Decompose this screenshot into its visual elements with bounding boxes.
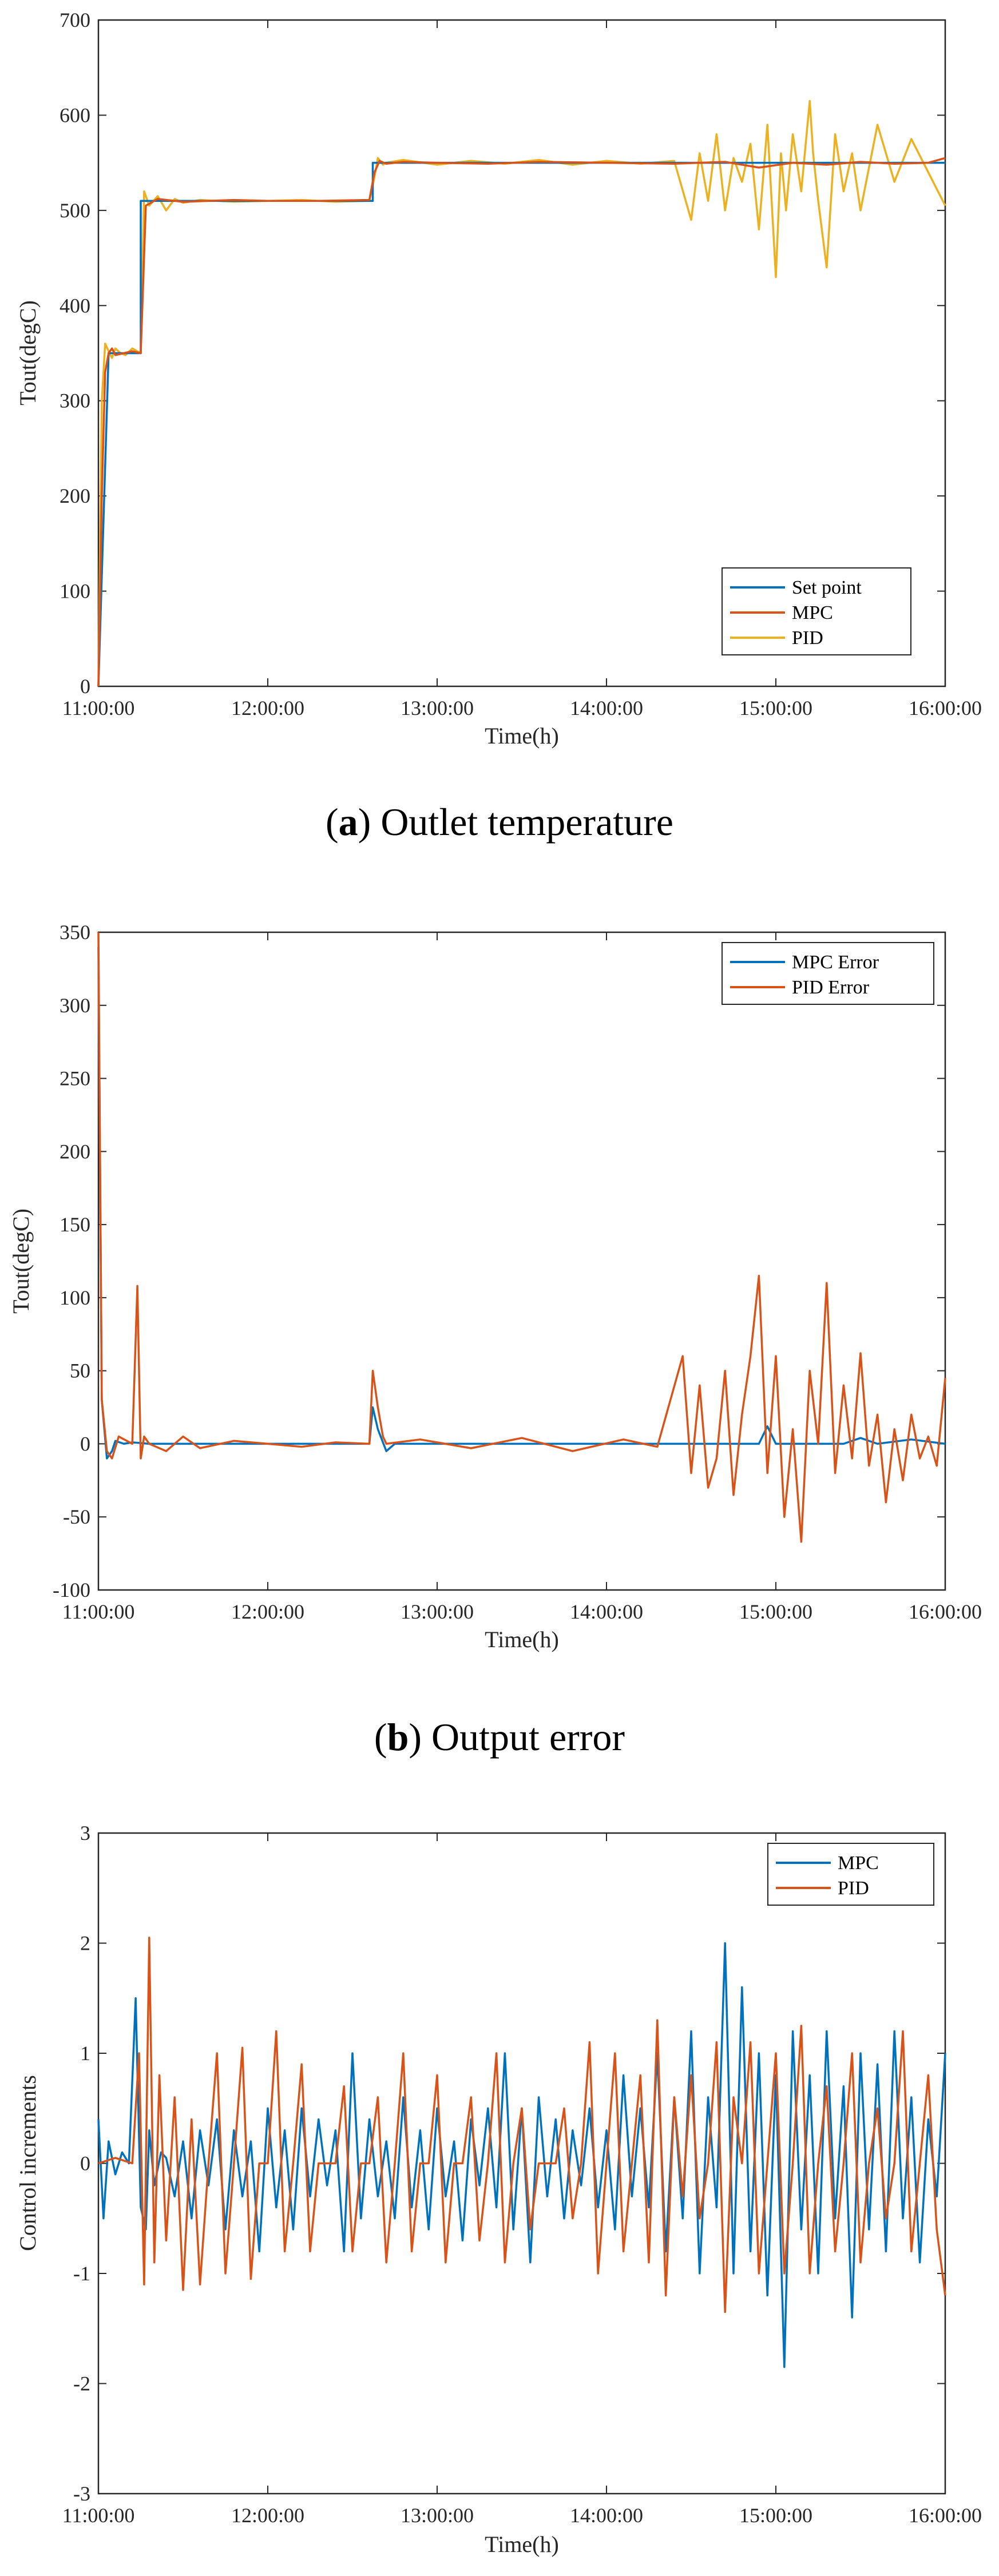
series-line-pid-error: [97, 932, 946, 1543]
x-tick-label: 12:00:00: [231, 697, 304, 719]
y-tick-label: 350: [60, 921, 90, 944]
series-line-pid: [97, 100, 946, 687]
caption-letter: b: [387, 1715, 409, 1759]
y-tick-label: 300: [60, 389, 90, 412]
y-tick-label: 2: [80, 1932, 90, 1955]
y-tick-label: 0: [80, 675, 90, 698]
y-tick-label: 400: [60, 294, 90, 317]
y-axis-label: Tout(degC): [15, 300, 41, 406]
svg-text:(b) Output error: (b) Output error: [374, 1715, 625, 1759]
y-tick-label: 200: [60, 484, 90, 507]
legend: Set point MPC PID: [722, 567, 911, 655]
caption-paren-open: (: [374, 1715, 387, 1759]
x-axis-ticks: 11:00:00 12:00:00 13:00:00 14:00:00 15:00:00…: [62, 1833, 982, 2527]
y-tick-label: -100: [53, 1579, 90, 1601]
x-tick-label: 11:00:00: [62, 1600, 135, 1623]
series-line-pid: [98, 1937, 946, 2313]
y-tick-label: -50: [63, 1505, 90, 1528]
legend-label: PID: [792, 627, 823, 649]
x-tick-label: 14:00:00: [570, 697, 643, 719]
x-tick-label: 11:00:00: [62, 697, 135, 719]
legend-box: [722, 942, 934, 1005]
y-axis-ticks: 0 100 200 300 400 500 600 700: [60, 9, 945, 698]
caption-paren-open: (: [326, 800, 339, 844]
legend: MPC Error PID Error: [722, 942, 934, 1005]
x-axis-ticks: 11:00:00 12:00:00 13:00:00 14:00:00 15:00:00…: [62, 932, 982, 1623]
series-group: [97, 1937, 946, 2368]
plot-frame: [97, 19, 946, 687]
x-axis-ticks: 11:00:00 12:00:00 13:00:00 14:00:00 15:00:00…: [62, 20, 982, 719]
x-axis-label: Time(h): [485, 2531, 559, 2557]
series-group: [97, 932, 946, 1543]
y-tick-label: 3: [80, 1822, 90, 1844]
caption-text: ) Outlet temperature: [358, 800, 673, 844]
chart-output-error: -100 -50 0 50 100 150 200 250 300 350 11:00:00 12:…: [8, 921, 982, 1652]
y-tick-label: 250: [60, 1067, 90, 1090]
y-axis-label: Control increments: [15, 2075, 41, 2251]
chart-control-increments: -3 -2 -1 0 1 2 3 11:00:00 12:00:00 13:00:00 14:00…: [15, 1822, 982, 2557]
y-axis-label: Tout(degC): [8, 1209, 34, 1314]
x-tick-label: 12:00:00: [231, 2504, 304, 2527]
legend-box: [767, 1843, 934, 1906]
y-tick-label: 200: [60, 1140, 90, 1163]
y-tick-label: 300: [60, 994, 90, 1017]
y-tick-label: 100: [60, 580, 90, 603]
y-tick-label: 1: [80, 2042, 90, 2065]
y-tick-label: 150: [60, 1213, 90, 1236]
x-axis-label: Time(h): [485, 723, 559, 749]
y-tick-label: 100: [60, 1286, 90, 1309]
legend-label: Set point: [792, 577, 862, 598]
plot-frame: [97, 931, 946, 1591]
y-axis-ticks: -100 -50 0 50 100 150 200 250 300 350: [53, 921, 945, 1601]
y-tick-label: -1: [73, 2262, 90, 2285]
y-tick-label: -2: [73, 2372, 90, 2395]
legend-label: PID: [838, 1878, 869, 1899]
svg-text:(a) Outlet temperature: (a) Outlet temperature: [326, 800, 673, 844]
x-tick-label: 15:00:00: [739, 1600, 812, 1623]
series-group: [97, 100, 946, 687]
y-tick-label: 600: [60, 104, 90, 126]
legend-label: MPC: [838, 1853, 879, 1874]
x-tick-label: 13:00:00: [401, 697, 474, 719]
x-tick-label: 14:00:00: [570, 1600, 643, 1623]
series-line-mpc: [97, 157, 946, 687]
series-line-mpc: [97, 1942, 946, 2368]
legend: MPC PID: [767, 1843, 934, 1906]
legend-label: MPC: [792, 602, 833, 623]
series-line-mpc-error: [97, 947, 946, 1460]
y-axis-ticks: -3 -2 -1 0 1 2 3: [73, 1822, 945, 2505]
x-tick-label: 11:00:00: [62, 2504, 135, 2527]
caption-text: ) Output error: [409, 1715, 625, 1759]
y-tick-label: 0: [80, 1432, 90, 1455]
x-tick-label: 16:00:00: [909, 2504, 982, 2527]
caption-b: (b) Output error: [374, 1715, 625, 1759]
legend-label: MPC Error: [792, 952, 879, 973]
caption-a: (a) Outlet temperature: [326, 800, 673, 844]
x-tick-label: 15:00:00: [739, 2504, 812, 2527]
y-tick-label: 0: [80, 2152, 90, 2175]
y-tick-label: -3: [73, 2482, 90, 2505]
y-tick-label: 500: [60, 199, 90, 222]
x-axis-label: Time(h): [485, 1627, 559, 1652]
x-tick-label: 16:00:00: [909, 1600, 982, 1623]
y-tick-label: 700: [60, 9, 90, 31]
x-tick-label: 15:00:00: [739, 697, 812, 719]
x-tick-label: 16:00:00: [909, 697, 982, 719]
y-tick-label: 50: [70, 1359, 90, 1382]
caption-letter: a: [339, 800, 358, 844]
legend-label: PID Error: [792, 977, 870, 998]
x-tick-label: 14:00:00: [570, 2504, 643, 2527]
x-tick-label: 13:00:00: [401, 1600, 474, 1623]
x-tick-label: 12:00:00: [231, 1600, 304, 1623]
x-tick-label: 13:00:00: [401, 2504, 474, 2527]
